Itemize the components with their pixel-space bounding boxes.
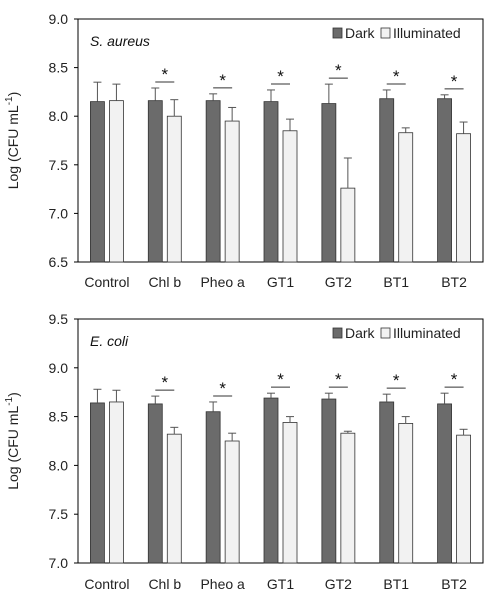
x-tick-label: Pheo a	[200, 274, 245, 290]
bar-illuminated	[340, 187, 356, 263]
y-tick-label: 8.0	[49, 108, 69, 124]
y-tick-label: 8.5	[49, 409, 69, 425]
significance-star: *	[277, 67, 284, 86]
bar-illuminated	[398, 132, 414, 263]
x-tick-label: Chl b	[148, 576, 181, 591]
y-axis-label-close: )	[5, 392, 21, 397]
y-tick-label: 7.0	[49, 555, 69, 571]
x-tick-label: GT2	[325, 576, 352, 591]
bar-illuminated	[282, 422, 298, 564]
bar-illuminated	[340, 432, 356, 564]
bar-dark	[90, 402, 105, 564]
significance-star: *	[335, 61, 342, 80]
x-tick-label: GT2	[325, 274, 352, 290]
bar-dark	[263, 397, 279, 564]
x-tick-label: Control	[84, 274, 129, 290]
bar-illuminated	[224, 440, 240, 564]
significance-star: *	[277, 370, 284, 389]
y-axis-label: Log (CFU mL-1)	[4, 92, 21, 190]
significance-star: *	[335, 370, 342, 389]
bar-illuminated	[109, 401, 124, 564]
significance-star: *	[451, 72, 458, 91]
bar-dark	[437, 403, 452, 564]
bar-illuminated	[166, 115, 182, 263]
x-tick-label: BT2	[441, 274, 467, 290]
significance-star: *	[219, 71, 226, 90]
significance-star: *	[161, 373, 168, 392]
y-tick-label: 8.5	[49, 60, 69, 76]
y-tick-label: 8.0	[49, 457, 69, 473]
significance-star: *	[393, 67, 400, 86]
significance-star: *	[219, 379, 226, 398]
significance-star: *	[393, 371, 400, 390]
bar-dark	[379, 401, 395, 564]
legend-swatch-dark	[332, 27, 343, 39]
y-axis-label-close: )	[5, 92, 21, 97]
bar-dark	[263, 101, 279, 263]
x-tick-label: GT1	[267, 576, 294, 591]
bar-dark	[205, 411, 221, 564]
bar-dark	[321, 398, 337, 564]
x-tick-label: BT2	[441, 576, 467, 591]
panel-s-aureus: 6.5 7.0 7.5 8.0 8.5 9.0 Log (CFU mL-1) S. aureu…	[4, 11, 484, 290]
y-tick-label: 7.0	[49, 205, 69, 221]
x-tick-label: Control	[84, 576, 129, 591]
bar-dark	[147, 403, 163, 564]
bar-illuminated	[166, 433, 182, 564]
significance-star: *	[451, 370, 458, 389]
plot-frame	[77, 18, 484, 263]
y-axis-label-main: Log (CFU mL	[5, 105, 21, 189]
panel-title: E. coli	[90, 333, 129, 349]
bar-dark	[437, 98, 452, 263]
y-tick-label: 9.0	[49, 360, 69, 376]
panel-title: S. aureus	[90, 33, 150, 49]
bar-dark	[321, 103, 337, 263]
bar-dark	[205, 100, 221, 263]
legend-label-dark: Dark	[345, 25, 376, 41]
bar-dark	[379, 98, 395, 263]
legend-label-illuminated: Illuminated	[393, 25, 461, 41]
bar-illuminated	[456, 434, 471, 564]
y-axis-label-superscript: -1	[4, 96, 15, 105]
bar-dark	[90, 101, 105, 263]
y-axis-label: Log (CFU mL-1)	[4, 392, 21, 490]
bar-illuminated	[456, 133, 471, 263]
bar-illuminated	[282, 130, 298, 263]
x-tick-label: GT1	[267, 274, 294, 290]
y-axis-label-main: Log (CFU mL	[5, 406, 21, 490]
x-tick-label: Chl b	[148, 274, 181, 290]
bar-illuminated	[398, 423, 414, 564]
legend-swatch-dark	[332, 327, 343, 339]
significance-star: *	[161, 65, 168, 84]
legend-swatch-illuminated	[380, 27, 391, 39]
x-tick-label: BT1	[383, 274, 409, 290]
bar-dark	[147, 100, 163, 263]
x-tick-label: Pheo a	[200, 576, 245, 591]
y-tick-label: 7.5	[49, 157, 69, 173]
legend-label-dark: Dark	[345, 325, 376, 341]
legend-swatch-illuminated	[380, 327, 391, 339]
y-tick-label: 7.5	[49, 506, 69, 522]
bar-illuminated	[224, 120, 240, 263]
plot-frame	[77, 318, 484, 564]
y-tick-label: 6.5	[49, 254, 69, 270]
x-tick-label: BT1	[383, 576, 409, 591]
bar-illuminated	[109, 100, 124, 263]
legend-label-illuminated: Illuminated	[393, 325, 461, 341]
panel-e-coli: 7.0 7.5 8.0 8.5 9.0 9.5 Log (CFU mL-1) E. coli D…	[4, 311, 484, 591]
y-tick-label: 9.5	[49, 311, 69, 327]
y-tick-label: 9.0	[49, 11, 69, 27]
y-axis-label-superscript: -1	[4, 396, 15, 405]
